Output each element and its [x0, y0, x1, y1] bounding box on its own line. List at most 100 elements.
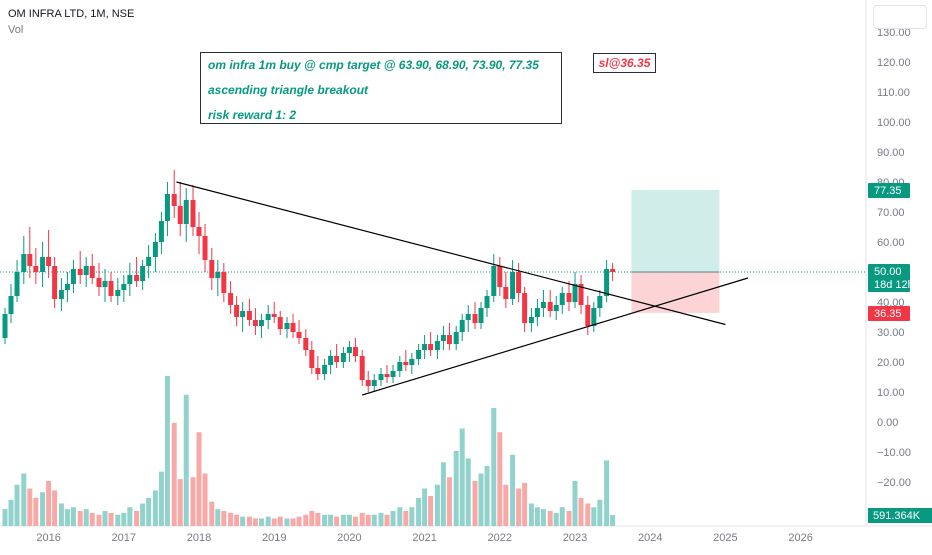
candle-body[interactable] [277, 317, 283, 329]
candle-body[interactable] [465, 314, 471, 320]
candle-body[interactable] [164, 194, 170, 221]
candle-body[interactable] [296, 332, 302, 338]
candle-body[interactable] [604, 269, 610, 296]
candle-body[interactable] [315, 368, 321, 374]
candle-body[interactable] [258, 320, 264, 326]
candle-body[interactable] [322, 365, 328, 374]
candle-body[interactable] [102, 281, 108, 287]
price-scale-settings-button[interactable] [873, 5, 927, 29]
candle-body[interactable] [64, 284, 70, 290]
candle-body[interactable] [134, 275, 140, 281]
candle-body[interactable] [572, 284, 578, 302]
candle-body[interactable] [27, 254, 33, 266]
candle-body[interactable] [83, 266, 89, 275]
candle-body[interactable] [152, 242, 158, 257]
trade-note-box[interactable]: om infra 1m buy @ cmp target @ 63.90, 68… [200, 52, 562, 124]
candle-body[interactable] [89, 266, 95, 278]
candle-body[interactable] [265, 314, 271, 320]
candle-body[interactable] [40, 257, 46, 272]
candle-body[interactable] [271, 314, 277, 317]
candle-body[interactable] [390, 371, 396, 377]
candle-body[interactable] [115, 290, 121, 296]
candle-body[interactable] [284, 323, 290, 329]
candle-body[interactable] [510, 272, 516, 299]
candle-body[interactable] [534, 308, 540, 317]
candle-body[interactable] [472, 314, 478, 323]
candle-body[interactable] [585, 305, 591, 326]
candle-body[interactable] [365, 380, 371, 386]
symbol-legend[interactable]: OM INFRA LTD, 1M, NSE [8, 8, 135, 20]
candle-body[interactable] [8, 296, 14, 314]
volume-legend[interactable]: Vol [8, 24, 24, 36]
candle-body[interactable] [2, 314, 8, 338]
candle-body[interactable] [46, 257, 52, 266]
candle-body[interactable] [158, 221, 164, 242]
candle-body[interactable] [77, 269, 83, 275]
candle-body[interactable] [70, 269, 76, 284]
candle-body[interactable] [440, 335, 446, 341]
candle-body[interactable] [610, 269, 616, 272]
candle-body[interactable] [58, 290, 64, 299]
candle-body[interactable] [484, 296, 490, 308]
candle-body[interactable] [108, 281, 114, 296]
candle-body[interactable] [491, 266, 497, 296]
candle-body[interactable] [522, 293, 528, 323]
candle-body[interactable] [171, 194, 177, 206]
candle-body[interactable] [384, 374, 390, 377]
candle-body[interactable] [346, 347, 352, 353]
candle-body[interactable] [196, 227, 202, 236]
candle-body[interactable] [434, 341, 440, 350]
candle-body[interactable] [240, 311, 246, 317]
target-zone[interactable] [631, 189, 720, 272]
candle-body[interactable] [221, 272, 227, 293]
candle-body[interactable] [540, 302, 546, 308]
candle-body[interactable] [140, 266, 146, 281]
candle-body[interactable] [177, 206, 183, 224]
trendline-descending[interactable] [176, 181, 726, 326]
candle-body[interactable] [246, 311, 252, 320]
candle-body[interactable] [121, 284, 127, 290]
candle-body[interactable] [591, 308, 597, 326]
candle-body[interactable] [547, 302, 553, 311]
candle-body[interactable] [397, 362, 403, 371]
candle-body[interactable] [428, 344, 434, 350]
candle-body[interactable] [528, 317, 534, 323]
candle-body[interactable] [352, 347, 358, 356]
candle-body[interactable] [190, 200, 196, 227]
stop-loss-note[interactable]: sl@36.35 [593, 53, 656, 73]
candle-body[interactable] [309, 350, 315, 368]
candle-body[interactable] [559, 293, 565, 305]
candle-body[interactable] [516, 272, 522, 293]
candle-body[interactable] [202, 236, 208, 260]
candle-body[interactable] [252, 320, 258, 326]
candle-body[interactable] [446, 335, 452, 344]
candle-body[interactable] [553, 305, 559, 311]
candle-body[interactable] [146, 257, 152, 266]
stop-zone[interactable] [631, 272, 720, 313]
candle-body[interactable] [503, 287, 509, 299]
candle-body[interactable] [96, 278, 102, 287]
candle-body[interactable] [127, 275, 133, 284]
candle-body[interactable] [403, 362, 409, 365]
price-scale[interactable] [866, 0, 932, 526]
candle-body[interactable] [303, 338, 309, 350]
candle-body[interactable] [416, 350, 422, 359]
candle-body[interactable] [371, 380, 377, 386]
candle-body[interactable] [409, 359, 415, 365]
candle-body[interactable] [33, 266, 39, 272]
candle-body[interactable] [566, 293, 572, 302]
candle-body[interactable] [52, 266, 58, 299]
candle-body[interactable] [215, 272, 221, 278]
candle-body[interactable] [478, 308, 484, 323]
candle-body[interactable] [228, 293, 234, 305]
candle-body[interactable] [183, 200, 189, 224]
candle-body[interactable] [359, 356, 365, 380]
candle-body[interactable] [334, 356, 340, 362]
candle-body[interactable] [378, 374, 384, 380]
candle-body[interactable] [290, 323, 296, 332]
candle-body[interactable] [422, 344, 428, 350]
candle-body[interactable] [453, 332, 459, 344]
candle-body[interactable] [597, 296, 603, 308]
